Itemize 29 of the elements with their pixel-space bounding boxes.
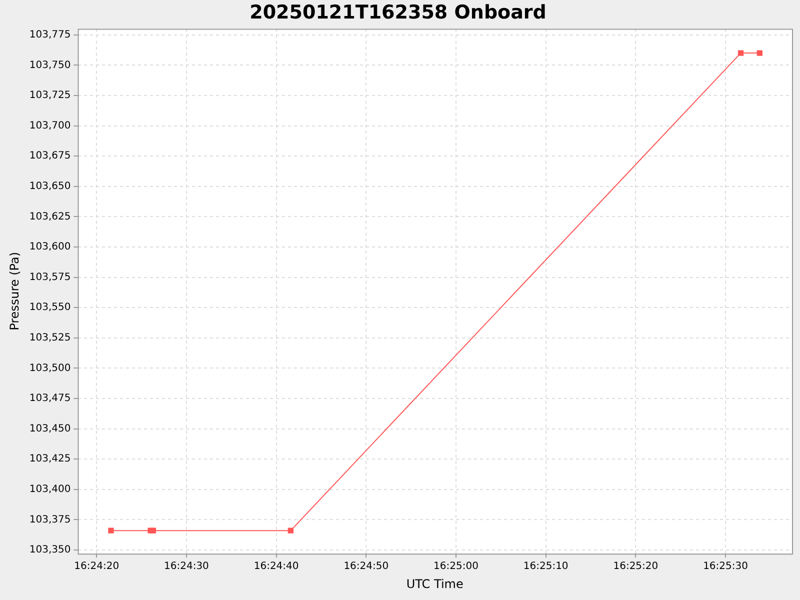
- x-tick-label: 16:24:20: [74, 561, 120, 572]
- y-tick-label: 103,600: [29, 242, 71, 253]
- y-axis-title: Pressure (Pa): [7, 252, 22, 330]
- y-tick-label: 103,675: [29, 150, 71, 162]
- x-tick-label: 16:25:10: [523, 561, 568, 572]
- y-tick-label: 103,400: [29, 484, 71, 495]
- y-tick-label: 103,500: [29, 362, 71, 374]
- x-tick-label: 16:24:30: [164, 561, 209, 572]
- chart-title: 20250121T162358 Onboard: [250, 1, 546, 24]
- y-tick-label: 103,550: [29, 302, 71, 314]
- y-tick-label: 103,650: [29, 180, 71, 192]
- x-tick-label: 16:25:00: [434, 561, 478, 572]
- y-tick-label: 103,525: [29, 332, 71, 344]
- x-tick-label: 16:25:30: [703, 561, 748, 572]
- x-tick-label: 16:25:20: [613, 561, 658, 572]
- y-tick-label: 103,475: [29, 393, 71, 404]
- y-tick-label: 103,450: [29, 423, 71, 434]
- y-tick-label: 103,775: [29, 29, 71, 40]
- y-tick-label: 103,625: [29, 211, 71, 222]
- x-tick-label: 16:24:40: [254, 561, 299, 572]
- y-tick-label: 103,750: [29, 60, 71, 71]
- y-tick-label: 103,425: [29, 454, 71, 465]
- x-tick-label: 16:24:50: [344, 561, 389, 572]
- y-tick-label: 103,700: [29, 120, 71, 132]
- y-tick-label: 103,575: [29, 272, 71, 283]
- y-tick-label: 103,375: [29, 514, 71, 526]
- y-tick-label: 103,725: [29, 90, 71, 102]
- x-axis-title: UTC Time: [406, 576, 464, 591]
- y-tick-label: 103,350: [29, 544, 71, 556]
